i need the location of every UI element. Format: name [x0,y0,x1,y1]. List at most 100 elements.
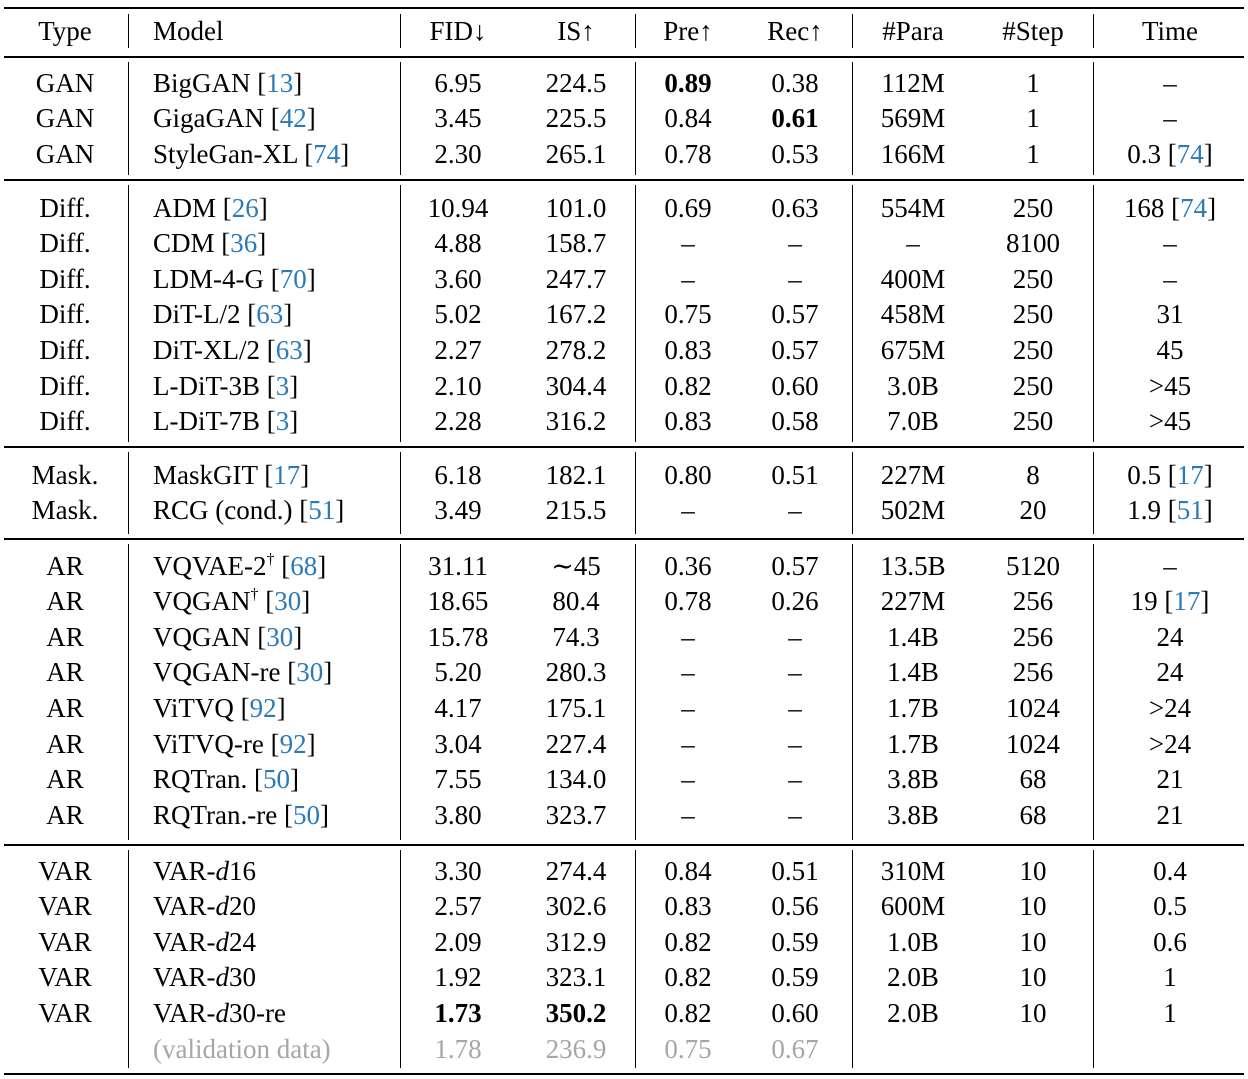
cell-step: 250 [1012,406,1054,437]
model-name-cell: VQGAN [30] [153,621,303,652]
cell-pre: 0.82 [664,370,712,401]
cell-time: 24 [1156,657,1184,688]
cell-step: 10 [1019,926,1047,957]
cell-rec: – [788,263,802,294]
cell-time: >45 [1148,406,1192,437]
model-name-cell: VAR-d24 [153,926,257,957]
cell-para: 3.8B [887,764,939,795]
cell-is: 247.7 [545,263,607,294]
cell-fid: 2.10 [434,370,482,401]
cell-para: 1.0B [887,926,939,957]
cell-is: 265.1 [545,138,607,169]
column-divider [852,452,854,534]
cell-para: 2.0B [887,962,939,993]
cell-rec: 0.57 [771,334,819,365]
citation-ref: 74 [1180,192,1208,223]
cell-time: 31 [1156,299,1184,330]
cell-type: Mask. [31,495,99,526]
model-name: VQGAN-re [153,657,281,688]
cell-type: VAR [38,855,92,886]
cell-pre: – [681,228,695,259]
cell-is: 74.3 [552,621,600,652]
cell-is: 302.6 [545,891,607,922]
header-cell-pre: Pre↑ [663,15,713,46]
cell-type: Diff. [39,334,91,365]
cell-step: 250 [1012,263,1054,294]
model-name-cell: L-DiT-3B [3] [153,370,299,401]
model-name-cell: MaskGIT [17] [153,459,310,490]
model-prefix: VAR- [153,997,216,1028]
cell-is: 312.9 [545,926,607,957]
cell-fid: 3.30 [434,855,482,886]
cell-fid: 3.80 [434,799,482,830]
column-divider [400,544,402,840]
header-cell-is: IS↑ [557,15,595,46]
citation-ref: 74 [1176,138,1204,169]
model-name-cell: RQTran.-re [50] [153,799,329,830]
cell-type: VAR [38,997,92,1028]
cell-pre: 0.75 [664,1033,712,1064]
cell-rec: – [788,692,802,723]
citation-ref: 30 [274,586,302,617]
cell-rec: 0.61 [771,103,819,134]
column-divider [400,850,402,1068]
cell-fid: 4.17 [434,692,482,723]
cell-para: – [906,228,920,259]
model-name: (validation data) [153,1033,331,1064]
model-name-cell: RCG (cond.) [51] [153,495,345,526]
cell-pre: 0.83 [664,334,712,365]
cell-rec: – [788,657,802,688]
cell-para: 3.8B [887,799,939,830]
cell-is: 80.4 [552,586,600,617]
cell-time: – [1163,550,1177,581]
citation-ref: 92 [279,728,307,759]
cell-para: 227M [880,459,946,490]
cell-time: 0.5 [17] [1127,459,1213,490]
cell-is: 316.2 [545,406,607,437]
model-name: ViTVQ-re [153,728,264,759]
cell-rec: 0.53 [771,138,819,169]
group-rule [4,538,1244,540]
cell-rec: 0.67 [771,1033,819,1064]
citation-ref: 30 [296,657,324,688]
cell-fid: 31.11 [428,550,488,581]
column-divider [852,185,854,442]
cell-type: Diff. [39,370,91,401]
model-name-cell: BigGAN [13] [153,67,303,98]
cell-time: >45 [1148,370,1192,401]
cell-step: 68 [1019,764,1047,795]
cell-is: 323.1 [545,962,607,993]
cell-type: AR [46,586,84,617]
cell-pre: 0.83 [664,406,712,437]
cell-rec: – [788,495,802,526]
cell-pre: – [681,799,695,830]
column-divider [635,452,637,534]
cell-type: GAN [35,138,95,169]
cell-time: 0.3 [74] [1127,138,1213,169]
model-name-cell: RQTran. [50] [153,764,300,795]
cell-para: 502M [880,495,946,526]
cell-pre: – [681,692,695,723]
cell-fid: 2.57 [434,891,482,922]
cell-fid: 7.55 [434,764,482,795]
model-name-cell: VAR-d16 [153,857,256,885]
model-name: ViTVQ [153,692,234,723]
model-depth-symbol: d [215,997,230,1028]
model-name-cell: LDM-4-G [70] [153,263,316,294]
time-value: 0.5 [1127,459,1161,490]
cell-is: 101.0 [545,192,607,223]
cell-type: Mask. [31,459,99,490]
cell-time: 21 [1156,799,1184,830]
model-prefix: VAR- [153,926,216,957]
cell-fid: 1.92 [434,962,482,993]
model-name: RQTran.-re [153,799,278,830]
model-name-cell: VQVAE-2† [68] [153,550,327,581]
model-name: RCG (cond.) [153,495,293,526]
model-name: L-DiT-3B [153,370,260,401]
cell-para: 166M [880,138,946,169]
cell-rec: – [788,799,802,830]
header-cell-type: Type [38,15,92,46]
cell-time: 21 [1156,764,1184,795]
cell-step: 1024 [1006,692,1060,723]
model-suffix: 24 [229,926,257,957]
